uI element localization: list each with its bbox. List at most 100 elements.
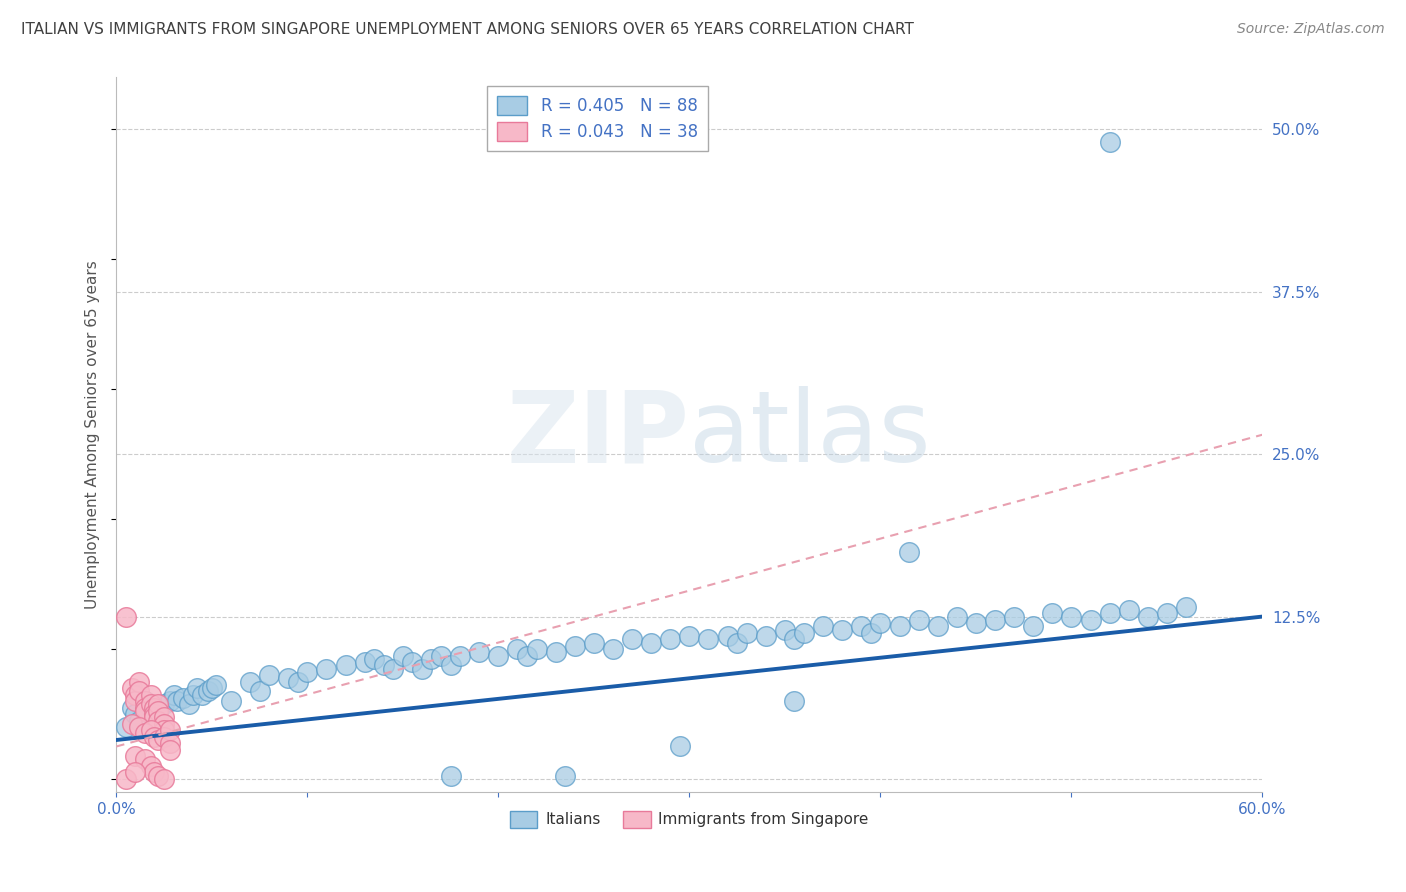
Point bbox=[716, 629, 738, 643]
Point bbox=[697, 632, 720, 646]
Point bbox=[851, 618, 873, 632]
Point bbox=[172, 691, 194, 706]
Point bbox=[554, 769, 576, 783]
Point bbox=[621, 632, 644, 646]
Point bbox=[134, 694, 156, 708]
Point bbox=[134, 700, 156, 714]
Text: ZIP: ZIP bbox=[506, 386, 689, 483]
Point bbox=[148, 733, 170, 747]
Point bbox=[1098, 136, 1121, 150]
Point bbox=[134, 705, 156, 719]
Point bbox=[1022, 618, 1045, 632]
Point bbox=[602, 642, 624, 657]
Point bbox=[134, 694, 156, 708]
Point bbox=[783, 694, 806, 708]
Point bbox=[898, 544, 921, 558]
Point bbox=[121, 700, 143, 714]
Point bbox=[363, 652, 385, 666]
Point bbox=[128, 683, 150, 698]
Point bbox=[148, 714, 170, 728]
Point bbox=[439, 769, 461, 783]
Point bbox=[128, 720, 150, 734]
Point bbox=[124, 765, 146, 780]
Point bbox=[659, 632, 682, 646]
Point bbox=[297, 665, 319, 680]
Point bbox=[811, 618, 834, 632]
Point bbox=[166, 694, 188, 708]
Point bbox=[148, 697, 170, 711]
Point bbox=[287, 674, 309, 689]
Point bbox=[249, 683, 271, 698]
Point bbox=[134, 726, 156, 740]
Point bbox=[1002, 609, 1025, 624]
Point bbox=[162, 688, 184, 702]
Point bbox=[755, 629, 778, 643]
Point bbox=[669, 739, 692, 754]
Point bbox=[177, 697, 200, 711]
Point bbox=[468, 645, 491, 659]
Point bbox=[725, 635, 748, 649]
Point bbox=[392, 648, 415, 663]
Point bbox=[793, 626, 815, 640]
Point bbox=[869, 616, 891, 631]
Point bbox=[121, 717, 143, 731]
Point bbox=[907, 614, 929, 628]
Point bbox=[128, 674, 150, 689]
Point bbox=[401, 655, 423, 669]
Point bbox=[153, 717, 176, 731]
Point bbox=[219, 694, 242, 708]
Point bbox=[965, 616, 987, 631]
Point bbox=[128, 714, 150, 728]
Point bbox=[143, 700, 166, 714]
Point bbox=[153, 772, 176, 786]
Point bbox=[526, 642, 548, 657]
Point bbox=[124, 694, 146, 708]
Point bbox=[153, 697, 176, 711]
Point bbox=[420, 652, 443, 666]
Point bbox=[678, 629, 700, 643]
Legend: Italians, Immigrants from Singapore: Italians, Immigrants from Singapore bbox=[503, 805, 875, 834]
Point bbox=[124, 688, 146, 702]
Point bbox=[143, 709, 166, 723]
Point bbox=[1060, 609, 1083, 624]
Point bbox=[382, 661, 405, 675]
Point bbox=[1136, 609, 1159, 624]
Point bbox=[927, 618, 949, 632]
Point bbox=[114, 609, 136, 624]
Point bbox=[889, 618, 911, 632]
Point bbox=[859, 626, 882, 640]
Point bbox=[114, 772, 136, 786]
Point bbox=[204, 678, 226, 692]
Point bbox=[564, 640, 586, 654]
Point bbox=[735, 626, 758, 640]
Point bbox=[139, 723, 162, 737]
Point bbox=[201, 681, 224, 695]
Point bbox=[582, 635, 605, 649]
Point bbox=[143, 765, 166, 780]
Point bbox=[373, 657, 395, 672]
Point bbox=[430, 648, 453, 663]
Point bbox=[640, 635, 662, 649]
Point bbox=[124, 748, 146, 763]
Point bbox=[159, 743, 181, 757]
Point bbox=[277, 671, 299, 685]
Point bbox=[544, 645, 567, 659]
Point bbox=[353, 655, 375, 669]
Point bbox=[439, 657, 461, 672]
Point bbox=[143, 731, 166, 745]
Point bbox=[148, 705, 170, 719]
Point bbox=[1175, 600, 1198, 615]
Point bbox=[181, 688, 204, 702]
Text: atlas: atlas bbox=[689, 386, 931, 483]
Point bbox=[139, 759, 162, 773]
Point bbox=[1118, 603, 1140, 617]
Point bbox=[516, 648, 538, 663]
Point bbox=[773, 623, 796, 637]
Point bbox=[153, 731, 176, 745]
Point bbox=[143, 700, 166, 714]
Point bbox=[153, 709, 176, 723]
Point bbox=[159, 694, 181, 708]
Text: Source: ZipAtlas.com: Source: ZipAtlas.com bbox=[1237, 22, 1385, 37]
Point bbox=[239, 674, 262, 689]
Point bbox=[153, 723, 176, 737]
